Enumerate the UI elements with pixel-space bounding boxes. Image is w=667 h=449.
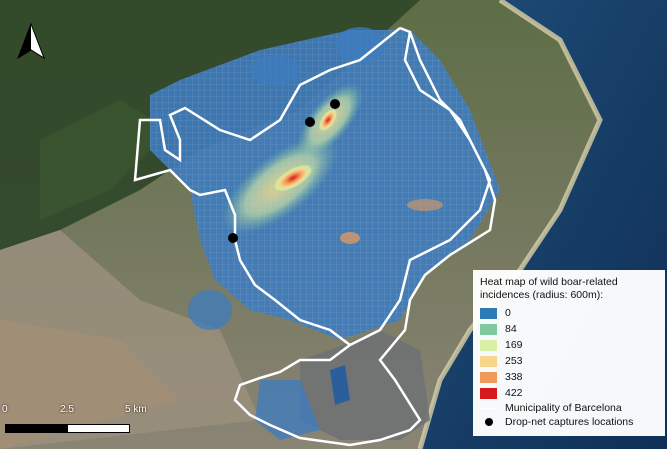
north-arrow-icon [16, 22, 46, 60]
legend-title: Heat map of wild boar-related incidences… [480, 276, 618, 301]
legend-class: 422 [480, 385, 659, 401]
legend-class-label: 422 [505, 387, 523, 399]
scale-label-5km: 5 km [125, 404, 147, 415]
legend-boundary: Municipality of Barcelona [480, 401, 659, 415]
legend-class: 253 [480, 353, 659, 369]
capture-point [330, 99, 340, 109]
legend-captures: Drop-net captures locations [480, 415, 659, 429]
scale-label-0: 0 [2, 404, 8, 415]
hotspot-2 [318, 107, 338, 133]
legend-class: 169 [480, 337, 659, 353]
scale-segment-black [5, 424, 68, 433]
scale-label-2-5: 2.5 [60, 404, 74, 415]
hotspot-1 [271, 163, 315, 193]
legend-class: 338 [480, 369, 659, 385]
legend-swatch [480, 339, 497, 351]
legend-class-label: 253 [505, 355, 523, 367]
legend-swatch [480, 307, 497, 319]
legend-swatch [480, 355, 497, 367]
legend-class: 0 [480, 305, 659, 321]
capture-point [228, 233, 238, 243]
scale-bar: 0 2.5 5 km [2, 404, 182, 434]
capture-point [305, 117, 315, 127]
boundary-line-icon [480, 403, 497, 414]
municipality-boundary [233, 26, 497, 447]
legend-class-label: 84 [505, 323, 517, 335]
legend-swatch [480, 323, 497, 335]
legend-class: 84 [480, 321, 659, 337]
legend-class-label: 169 [505, 339, 523, 351]
capture-dot-icon [480, 417, 497, 428]
legend-class-label: 338 [505, 371, 523, 383]
legend-class-label: 0 [505, 307, 511, 319]
scale-segment-white [67, 424, 130, 433]
legend-swatch [480, 387, 497, 399]
legend-captures-label: Drop-net captures locations [505, 416, 634, 428]
legend-swatch [480, 371, 497, 383]
map-legend: Heat map of wild boar-related incidences… [473, 270, 665, 436]
heatmap-base [150, 30, 500, 340]
legend-boundary-label: Municipality of Barcelona [505, 402, 622, 414]
